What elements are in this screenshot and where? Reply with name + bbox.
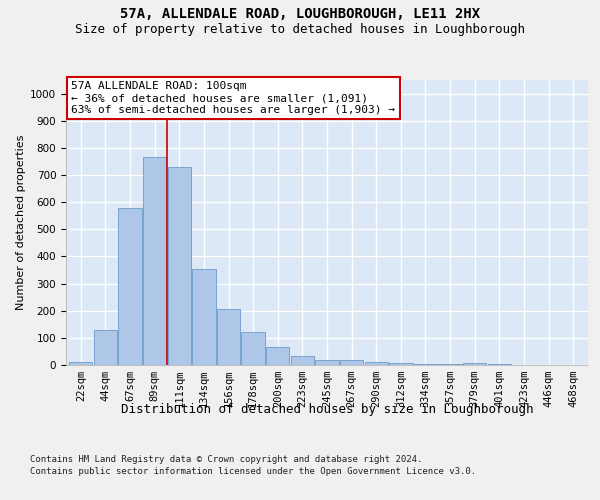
Bar xyxy=(266,348,289,365)
Bar xyxy=(94,330,117,365)
Text: Contains public sector information licensed under the Open Government Licence v3: Contains public sector information licen… xyxy=(30,467,476,476)
Text: Size of property relative to detached houses in Loughborough: Size of property relative to detached ho… xyxy=(75,22,525,36)
Y-axis label: Number of detached properties: Number of detached properties xyxy=(16,135,26,310)
Bar xyxy=(241,332,265,365)
Bar xyxy=(167,168,191,365)
Bar xyxy=(69,362,92,365)
Bar xyxy=(340,360,364,365)
Bar xyxy=(118,208,142,365)
Bar xyxy=(217,309,240,365)
Bar xyxy=(414,364,437,365)
Bar xyxy=(439,364,462,365)
Bar xyxy=(316,360,338,365)
Bar xyxy=(143,158,166,365)
Bar xyxy=(290,356,314,365)
Bar xyxy=(463,363,487,365)
Bar xyxy=(488,364,511,365)
Bar xyxy=(365,362,388,365)
Text: Contains HM Land Registry data © Crown copyright and database right 2024.: Contains HM Land Registry data © Crown c… xyxy=(30,456,422,464)
Text: 57A ALLENDALE ROAD: 100sqm
← 36% of detached houses are smaller (1,091)
63% of s: 57A ALLENDALE ROAD: 100sqm ← 36% of deta… xyxy=(71,82,395,114)
Bar xyxy=(192,268,215,365)
Text: 57A, ALLENDALE ROAD, LOUGHBOROUGH, LE11 2HX: 57A, ALLENDALE ROAD, LOUGHBOROUGH, LE11 … xyxy=(120,8,480,22)
Text: Distribution of detached houses by size in Loughborough: Distribution of detached houses by size … xyxy=(121,402,533,415)
Bar xyxy=(389,363,413,365)
